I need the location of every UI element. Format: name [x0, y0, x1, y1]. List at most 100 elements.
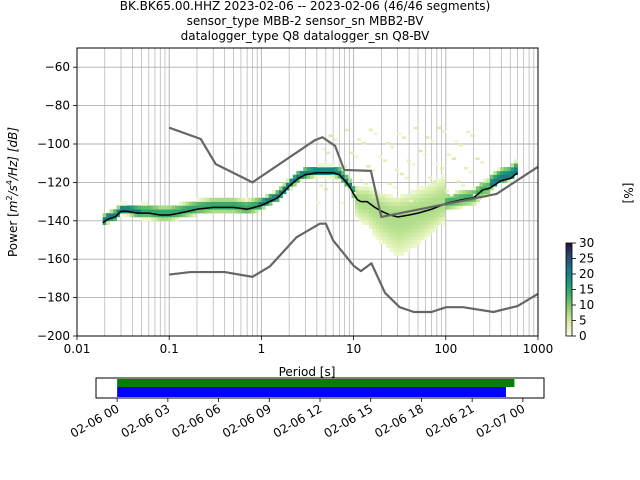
density-cell — [507, 174, 512, 179]
density-cell — [202, 205, 207, 210]
density-cell — [178, 213, 183, 218]
density-cell — [192, 209, 197, 214]
density-cell — [389, 197, 394, 202]
density-cell — [168, 205, 173, 210]
density-cell — [327, 167, 332, 172]
density-cell — [387, 182, 392, 185]
density-cell — [240, 205, 245, 210]
density-cell — [424, 186, 429, 191]
density-cell — [424, 232, 429, 237]
density-cell — [413, 190, 418, 195]
density-cell — [416, 186, 421, 189]
density-cell — [337, 174, 342, 179]
density-cell — [413, 232, 418, 237]
density-cell — [403, 201, 408, 206]
density-cell — [358, 201, 363, 206]
density-cell — [438, 193, 442, 199]
density-cell — [386, 228, 391, 233]
timeline-bars — [117, 379, 515, 397]
density-cell — [133, 209, 138, 214]
density-cell — [493, 178, 498, 183]
density-cell — [400, 197, 404, 202]
density-cell — [400, 205, 404, 210]
density-cell — [230, 197, 235, 202]
density-cell — [313, 167, 318, 172]
density-cell — [365, 209, 370, 214]
density-cell — [465, 201, 470, 206]
density-cell — [455, 205, 460, 210]
density-cell — [417, 216, 422, 222]
density-cell — [296, 174, 301, 179]
density-cell — [386, 232, 391, 237]
density-cell — [396, 216, 401, 222]
density-cell — [323, 188, 328, 191]
density-cell — [161, 216, 166, 222]
density-cell — [441, 197, 446, 202]
density-cell — [365, 220, 370, 225]
density-cell — [171, 213, 176, 218]
x-axis-label: Period [s] — [279, 365, 336, 379]
density-cell — [292, 174, 297, 179]
density-cell — [137, 209, 142, 214]
density-cell — [320, 174, 325, 179]
density-cell — [282, 190, 287, 195]
density-cell — [144, 213, 149, 218]
density-cell — [382, 240, 387, 245]
density-cell — [393, 243, 397, 248]
density-cell — [151, 213, 155, 218]
density-cell — [410, 228, 415, 233]
density-cell — [323, 174, 328, 179]
density-cell — [216, 209, 221, 214]
density-cell — [133, 205, 138, 210]
density-cell — [441, 190, 446, 195]
density-cell — [386, 216, 391, 222]
density-cell — [396, 201, 401, 206]
density-cell — [189, 201, 193, 206]
density-cell — [403, 243, 408, 248]
density-cell — [385, 142, 390, 145]
density-cell — [386, 205, 391, 210]
density-cell — [424, 193, 429, 199]
density-cell — [375, 192, 380, 195]
density-cell — [406, 220, 411, 225]
density-cell — [333, 138, 338, 141]
density-cell — [254, 205, 259, 210]
grid — [76, 48, 538, 337]
density-cell — [330, 174, 335, 178]
density-cell — [316, 201, 321, 205]
density-cell — [202, 201, 207, 206]
density-cell — [310, 174, 314, 179]
density-cell — [456, 180, 461, 183]
density-cell — [366, 165, 371, 168]
density-cell — [413, 220, 418, 225]
density-cell — [289, 186, 294, 191]
density-cell — [147, 205, 152, 210]
density-cell — [144, 201, 149, 206]
density-cell — [437, 126, 442, 130]
new-high-noise-model-line — [168, 126, 539, 219]
density-cell — [458, 190, 463, 195]
density-cell — [400, 213, 404, 218]
density-cell — [389, 228, 394, 233]
density-cell — [378, 155, 383, 159]
density-cell — [285, 178, 290, 183]
density-cell — [441, 216, 446, 222]
density-cell — [347, 188, 352, 191]
density-cell — [175, 216, 180, 222]
density-cell — [386, 220, 391, 225]
density-cell — [396, 243, 401, 248]
density-cell — [151, 216, 155, 222]
density-cell — [410, 201, 415, 206]
density-cell — [389, 247, 394, 252]
density-cell — [113, 209, 117, 214]
density-cell — [420, 201, 425, 206]
timeline-tick-label: 02-06 12 — [271, 401, 325, 440]
density-cell — [351, 186, 356, 191]
density-cell — [413, 197, 418, 202]
density-cell — [272, 190, 276, 195]
density-cell — [313, 174, 318, 179]
density-cell — [240, 201, 245, 206]
density-cell — [489, 186, 494, 191]
density-cell — [514, 167, 518, 172]
density-cell — [427, 213, 432, 218]
